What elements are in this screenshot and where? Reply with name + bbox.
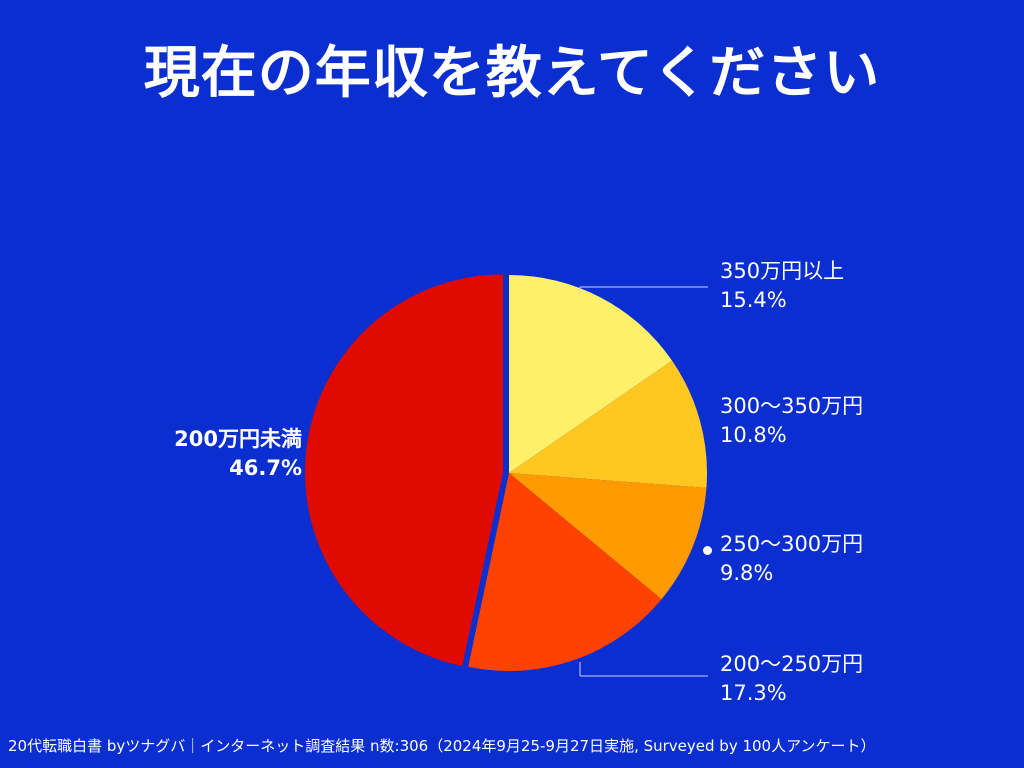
chart-title: 現在の年収を教えてください bbox=[143, 41, 881, 106]
pie-slice bbox=[305, 274, 504, 667]
slice-category-label: 200万円未満 bbox=[174, 427, 302, 451]
slice-label: 200万円未満 46.7% bbox=[102, 425, 302, 483]
slice-value-label: 46.7% bbox=[229, 456, 302, 480]
pie-slice bbox=[468, 473, 662, 672]
slice-value-label: 15.4% bbox=[720, 288, 787, 312]
slice-category-label: 350万円以上 bbox=[720, 259, 845, 283]
bullet-dot bbox=[703, 546, 712, 555]
footer-source: 20代転職白書 byツナグバ｜インターネット調査結果 n数:306（2024年9… bbox=[8, 737, 876, 755]
pie-slice bbox=[509, 275, 673, 473]
slice-category-label: 250〜300万円 bbox=[720, 532, 864, 556]
slice-label: 200〜250万円 17.3% bbox=[720, 650, 863, 708]
slice-category-label: 200〜250万円 bbox=[720, 652, 864, 676]
slice-value-label: 9.8% bbox=[720, 561, 774, 585]
slice-category-label: 300〜350万円 bbox=[720, 394, 864, 418]
slice-label: 350万円以上 15.4% bbox=[720, 257, 844, 315]
slice-value-label: 10.8% bbox=[720, 423, 787, 447]
slice-label: 250〜300万円 9.8% bbox=[720, 530, 863, 588]
pie-slice bbox=[509, 473, 707, 600]
slice-label: 300〜350万円 10.8% bbox=[720, 392, 863, 450]
slice-value-label: 17.3% bbox=[720, 681, 787, 705]
pie-slice bbox=[509, 360, 707, 488]
